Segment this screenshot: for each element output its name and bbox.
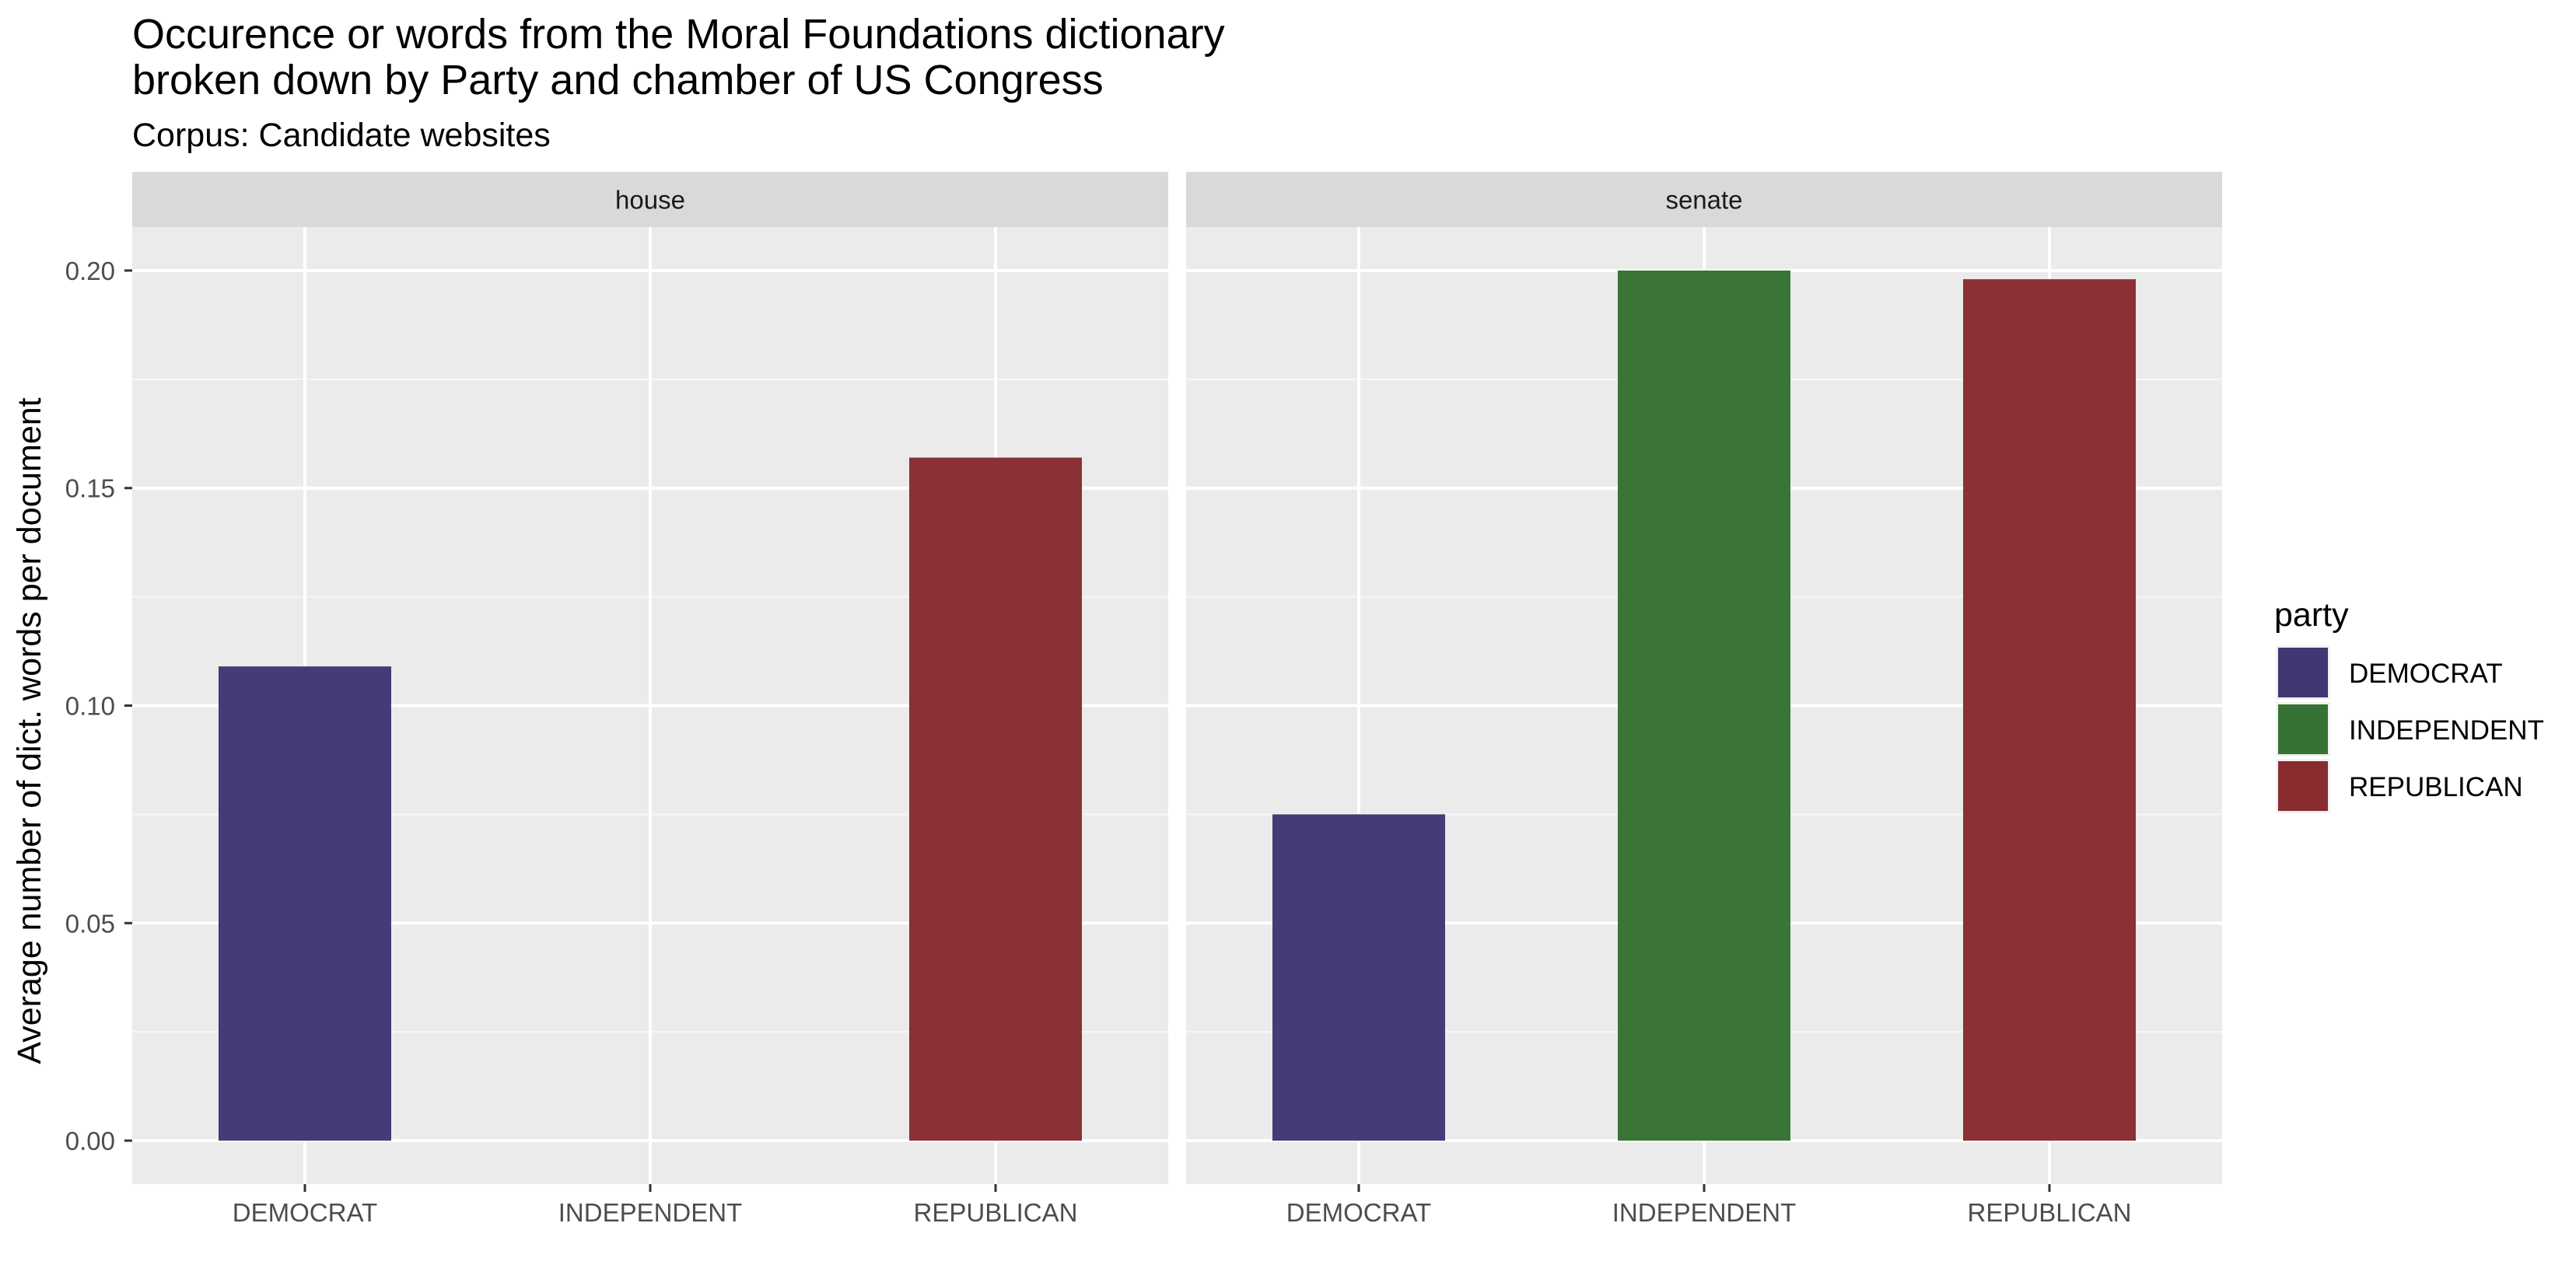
legend-item-democrat: DEMOCRAT	[2276, 645, 2503, 700]
y-tick-label: 0.10	[65, 692, 115, 721]
y-axis-title: Average number of dict. words per docume…	[11, 397, 48, 1064]
facet-strip-house	[132, 172, 1168, 227]
bar-senate-republican	[1963, 279, 2136, 1141]
y-tick-label: 0.15	[65, 474, 115, 503]
chart-title-line-2: broken down by Party and chamber of US C…	[132, 57, 1104, 103]
bar-senate-democrat	[1272, 814, 1445, 1141]
y-tick-label: 0.00	[65, 1127, 115, 1155]
legend-item-republican: REPUBLICAN	[2276, 759, 2523, 813]
chart-title: Occurence or words from the Moral Founda…	[132, 11, 1225, 103]
x-tick-label: REPUBLICAN	[1968, 1198, 2132, 1227]
legend-title: party	[2274, 596, 2349, 634]
legend-label: DEMOCRAT	[2349, 659, 2503, 689]
legend-swatch	[2278, 648, 2328, 697]
bar-senate-independent	[1618, 270, 1790, 1141]
legend-swatch	[2278, 704, 2328, 754]
bar-house-democrat	[219, 666, 391, 1141]
facet-panel-house: house DEMOCRAT INDEPENDENT REPUBLICAN	[132, 172, 1168, 1227]
y-tick-label: 0.05	[65, 909, 115, 938]
legend-swatch	[2278, 761, 2328, 811]
x-tick-label: INDEPENDENT	[1612, 1198, 1797, 1227]
legend-item-independent: INDEPENDENT	[2276, 702, 2544, 757]
x-tick-label: DEMOCRAT	[233, 1198, 377, 1227]
x-tick-label: INDEPENDENT	[558, 1198, 743, 1227]
x-tick-label: REPUBLICAN	[914, 1198, 1078, 1227]
facet-strip-label: house	[615, 186, 685, 215]
legend-label: INDEPENDENT	[2349, 715, 2544, 746]
facet-strip-senate	[1186, 172, 2222, 227]
facet-strip-label: senate	[1665, 186, 1742, 215]
facet-panel-senate: senate DEMOCRAT INDEPENDENT REPUBLICAN	[1186, 172, 2222, 1227]
y-tick-label: 0.20	[65, 257, 115, 285]
x-tick-label: DEMOCRAT	[1286, 1198, 1431, 1227]
legend-label: REPUBLICAN	[2349, 772, 2523, 802]
y-axis: 0.00 0.05 0.10 0.15 0.20	[65, 257, 132, 1155]
chart-subtitle: Corpus: Candidate websites	[132, 117, 551, 154]
chart-title-line-1: Occurence or words from the Moral Founda…	[132, 11, 1225, 58]
bar-house-republican	[909, 457, 1082, 1141]
